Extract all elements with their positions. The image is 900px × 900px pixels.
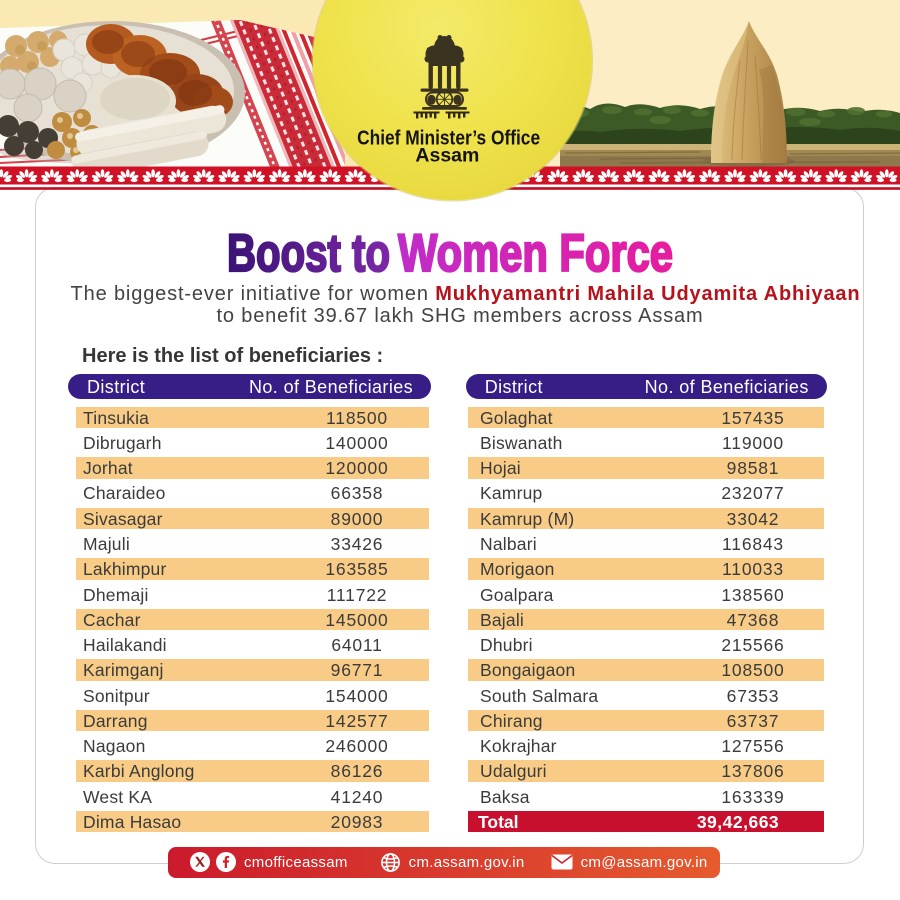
svg-text:Assam: Assam [415, 145, 479, 167]
svg-text:Boost to: Boost to [227, 224, 390, 283]
svg-text:Chief Minister’s Office: Chief Minister’s Office [357, 128, 540, 150]
svg-text:Women Force: Women Force [398, 224, 673, 283]
